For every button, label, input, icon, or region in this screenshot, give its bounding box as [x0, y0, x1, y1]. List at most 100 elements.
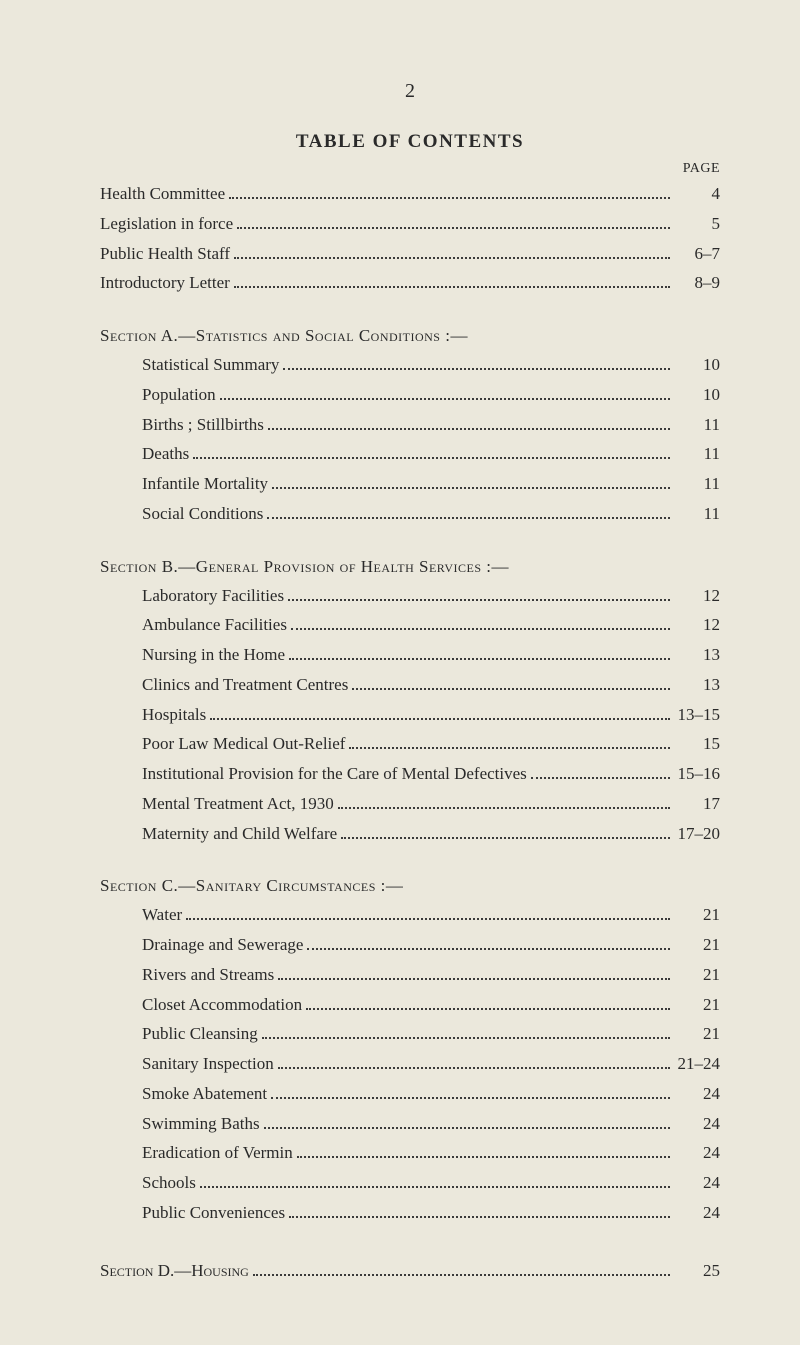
toc-label: Statistical Summary — [142, 350, 279, 380]
toc-page: 21–24 — [676, 1049, 720, 1079]
toc-label: Clinics and Treatment Centres — [142, 670, 348, 700]
toc-row: Public Health Staff 6–7 — [100, 239, 720, 269]
toc-dots — [278, 978, 670, 980]
toc-row: Births ; Stillbirths 11 — [100, 410, 720, 440]
toc-page: 10 — [676, 350, 720, 380]
toc-page: 12 — [676, 610, 720, 640]
toc-page: 24 — [676, 1168, 720, 1198]
toc-page: 15–16 — [676, 759, 720, 789]
toc-dots — [288, 599, 670, 601]
toc-page: 4 — [676, 179, 720, 209]
toc-page: 17 — [676, 789, 720, 819]
toc-page: 24 — [676, 1198, 720, 1228]
toc-row: Public Conveniences 24 — [100, 1198, 720, 1228]
toc-row: Statistical Summary 10 — [100, 350, 720, 380]
toc-dots — [234, 257, 670, 259]
section-d-row: Section D.—Housing 25 — [100, 1256, 720, 1286]
toc-label: Public Conveniences — [142, 1198, 285, 1228]
toc-label: Infantile Mortality — [142, 469, 268, 499]
toc-row: Infantile Mortality 11 — [100, 469, 720, 499]
toc-dots — [349, 747, 670, 749]
toc-page: 25 — [676, 1256, 720, 1286]
toc-label: Eradication of Vermin — [142, 1138, 293, 1168]
toc-row: Health Committee 4 — [100, 179, 720, 209]
toc-label: Public Cleansing — [142, 1019, 258, 1049]
main-title: TABLE OF CONTENTS — [100, 131, 720, 153]
toc-dots — [262, 1037, 670, 1039]
toc-row: Sanitary Inspection 21–24 — [100, 1049, 720, 1079]
toc-dots — [271, 1097, 670, 1099]
toc-page: 12 — [676, 581, 720, 611]
toc-row: Water 21 — [100, 900, 720, 930]
toc-label: Population — [142, 380, 216, 410]
toc-row: Institutional Provision for the Care of … — [100, 759, 720, 789]
toc-label: Social Conditions — [142, 499, 263, 529]
toc-row: Deaths 11 — [100, 439, 720, 469]
toc-label: Swimming Baths — [142, 1109, 260, 1139]
toc-page: 24 — [676, 1109, 720, 1139]
front-matter-block: Health Committee 4 Legislation in force … — [100, 179, 720, 298]
toc-page: 13 — [676, 670, 720, 700]
toc-row: Introductory Letter 8–9 — [100, 268, 720, 298]
toc-row: Population 10 — [100, 380, 720, 410]
toc-label: Introductory Letter — [100, 268, 230, 298]
toc-page: 5 — [676, 209, 720, 239]
toc-row: Legislation in force 5 — [100, 209, 720, 239]
toc-label: Water — [142, 900, 182, 930]
toc-row: Poor Law Medical Out-Relief 15 — [100, 729, 720, 759]
toc-label: Smoke Abatement — [142, 1079, 267, 1109]
toc-label: Poor Law Medical Out-Relief — [142, 729, 345, 759]
toc-row: Social Conditions 11 — [100, 499, 720, 529]
toc-row: Mental Treatment Act, 1930 17 — [100, 789, 720, 819]
toc-label: Hospitals — [142, 700, 206, 730]
toc-dots — [186, 918, 670, 920]
toc-dots — [229, 197, 670, 199]
toc-label: Maternity and Child Welfare — [142, 819, 337, 849]
toc-label: Rivers and Streams — [142, 960, 274, 990]
toc-page: 21 — [676, 990, 720, 1020]
toc-dots — [307, 948, 670, 950]
toc-label: Deaths — [142, 439, 189, 469]
toc-label: Mental Treatment Act, 1930 — [142, 789, 334, 819]
toc-page: 15 — [676, 729, 720, 759]
toc-row: Drainage and Sewerage 21 — [100, 930, 720, 960]
toc-dots — [291, 628, 670, 630]
toc-page: 8–9 — [676, 268, 720, 298]
toc-dots — [297, 1156, 670, 1158]
toc-dots — [272, 487, 670, 489]
toc-row: Hospitals 13–15 — [100, 700, 720, 730]
toc-dots — [220, 398, 670, 400]
toc-page: 21 — [676, 930, 720, 960]
toc-row: Closet Accommodation 21 — [100, 990, 720, 1020]
toc-row: Ambulance Facilities 12 — [100, 610, 720, 640]
section-a-rows: Statistical Summary 10 Population 10 Bir… — [100, 350, 720, 529]
toc-label: Institutional Provision for the Care of … — [142, 759, 527, 789]
page-number: 2 — [100, 80, 720, 103]
section-heading-a: Section A.—Statistics and Social Conditi… — [100, 326, 720, 346]
toc-label: Schools — [142, 1168, 196, 1198]
toc-dots — [253, 1274, 670, 1276]
toc-row: Nursing in the Home 13 — [100, 640, 720, 670]
toc-dots — [193, 457, 670, 459]
toc-label: Legislation in force — [100, 209, 233, 239]
toc-dots — [268, 428, 670, 430]
toc-label: Closet Accommodation — [142, 990, 302, 1020]
toc-row: Laboratory Facilities 12 — [100, 581, 720, 611]
toc-dots — [352, 688, 670, 690]
toc-dots — [306, 1008, 670, 1010]
toc-dots — [338, 807, 670, 809]
toc-row: Schools 24 — [100, 1168, 720, 1198]
toc-dots — [341, 837, 670, 839]
toc-page: 11 — [676, 469, 720, 499]
toc-page: 11 — [676, 410, 720, 440]
toc-dots — [237, 227, 670, 229]
section-heading-c: Section C.—Sanitary Circumstances :— — [100, 876, 720, 896]
toc-label: Births ; Stillbirths — [142, 410, 264, 440]
toc-row: Public Cleansing 21 — [100, 1019, 720, 1049]
toc-page: 11 — [676, 499, 720, 529]
toc-label: Drainage and Sewerage — [142, 930, 303, 960]
toc-row: Swimming Baths 24 — [100, 1109, 720, 1139]
toc-dots — [289, 658, 670, 660]
toc-label: Laboratory Facilities — [142, 581, 284, 611]
toc-page: 21 — [676, 960, 720, 990]
